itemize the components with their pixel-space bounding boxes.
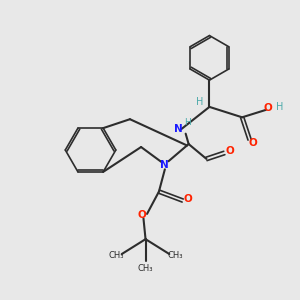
Text: N: N <box>160 160 169 170</box>
Text: O: O <box>263 103 272 113</box>
Text: CH₃: CH₃ <box>167 251 183 260</box>
Text: O: O <box>225 146 234 157</box>
Text: O: O <box>184 194 192 204</box>
Text: N: N <box>175 124 183 134</box>
Text: CH₃: CH₃ <box>108 251 124 260</box>
Text: H: H <box>196 98 204 107</box>
Text: H: H <box>184 118 191 127</box>
Text: CH₃: CH₃ <box>138 264 153 273</box>
Text: O: O <box>137 210 146 220</box>
Text: H: H <box>276 103 283 112</box>
Text: O: O <box>249 138 257 148</box>
